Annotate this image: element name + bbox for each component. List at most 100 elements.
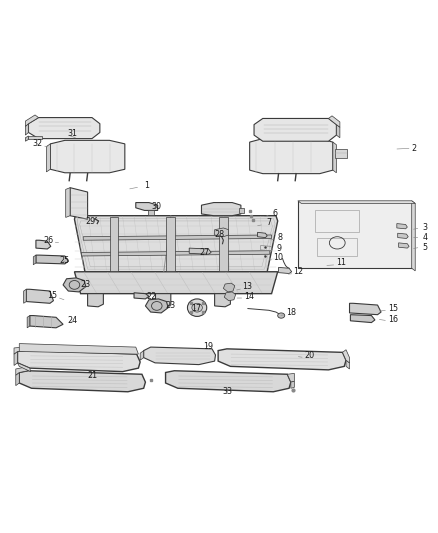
Text: 28: 28	[214, 230, 224, 239]
Polygon shape	[25, 136, 28, 141]
Polygon shape	[144, 347, 215, 365]
Polygon shape	[70, 188, 88, 219]
Polygon shape	[350, 314, 375, 322]
Polygon shape	[136, 203, 158, 211]
Polygon shape	[24, 289, 26, 303]
Text: 25: 25	[60, 256, 70, 265]
Polygon shape	[28, 118, 100, 139]
Text: 20: 20	[304, 351, 314, 360]
Polygon shape	[74, 272, 278, 294]
Polygon shape	[140, 351, 144, 360]
Text: 24: 24	[67, 316, 78, 325]
Polygon shape	[223, 283, 235, 292]
Polygon shape	[66, 188, 70, 217]
Polygon shape	[16, 367, 28, 375]
Polygon shape	[16, 373, 19, 386]
Text: 7: 7	[266, 218, 271, 227]
Text: 16: 16	[389, 314, 398, 324]
Polygon shape	[36, 240, 51, 249]
Ellipse shape	[278, 313, 285, 318]
Polygon shape	[14, 347, 26, 354]
Text: 31: 31	[67, 129, 77, 138]
Text: 23: 23	[81, 280, 91, 289]
Polygon shape	[250, 139, 333, 174]
Polygon shape	[258, 232, 267, 238]
Text: 29: 29	[85, 217, 95, 227]
Polygon shape	[88, 294, 103, 307]
Polygon shape	[33, 255, 36, 265]
Text: 11: 11	[337, 259, 346, 268]
Text: 3: 3	[422, 223, 427, 232]
Ellipse shape	[187, 299, 207, 317]
Polygon shape	[81, 251, 270, 256]
Polygon shape	[218, 349, 346, 370]
Polygon shape	[134, 293, 149, 299]
Text: 6: 6	[272, 208, 278, 217]
Polygon shape	[328, 116, 340, 127]
Text: 12: 12	[293, 267, 304, 276]
Text: 14: 14	[244, 292, 254, 301]
Text: 26: 26	[43, 236, 53, 245]
Polygon shape	[27, 316, 30, 328]
Text: 13: 13	[243, 282, 252, 291]
Polygon shape	[166, 216, 175, 271]
Polygon shape	[110, 216, 118, 271]
Polygon shape	[239, 208, 244, 213]
Polygon shape	[333, 142, 336, 173]
Polygon shape	[25, 124, 28, 135]
Polygon shape	[19, 371, 145, 392]
Polygon shape	[335, 149, 347, 158]
Polygon shape	[279, 268, 292, 273]
Polygon shape	[14, 351, 18, 366]
Polygon shape	[291, 381, 294, 388]
Polygon shape	[336, 125, 340, 138]
Text: 15: 15	[388, 304, 399, 313]
Ellipse shape	[192, 303, 202, 312]
Polygon shape	[145, 299, 168, 313]
Polygon shape	[74, 216, 278, 272]
Polygon shape	[343, 350, 350, 363]
Text: 27: 27	[199, 248, 209, 257]
Polygon shape	[398, 233, 408, 238]
Text: 32: 32	[32, 139, 43, 148]
Polygon shape	[18, 363, 31, 372]
Text: 17: 17	[191, 304, 201, 313]
Text: 4: 4	[422, 233, 427, 242]
Polygon shape	[298, 201, 412, 268]
Polygon shape	[215, 228, 229, 237]
Text: 33: 33	[223, 387, 233, 396]
Text: 5: 5	[422, 243, 427, 252]
Text: 1: 1	[144, 181, 149, 190]
Polygon shape	[298, 201, 415, 204]
Polygon shape	[219, 216, 228, 271]
Polygon shape	[25, 115, 39, 126]
Polygon shape	[26, 289, 53, 303]
Polygon shape	[148, 211, 154, 215]
Text: 18: 18	[286, 309, 296, 318]
Text: 19: 19	[203, 342, 214, 351]
Polygon shape	[224, 292, 236, 301]
Text: 10: 10	[274, 253, 283, 262]
Text: 9: 9	[276, 244, 281, 253]
Polygon shape	[30, 316, 63, 328]
Polygon shape	[397, 223, 407, 229]
Polygon shape	[254, 118, 336, 141]
Polygon shape	[399, 243, 409, 248]
Text: 2: 2	[411, 144, 417, 153]
Polygon shape	[350, 303, 381, 314]
Polygon shape	[36, 255, 68, 264]
Polygon shape	[83, 235, 272, 240]
Polygon shape	[155, 294, 171, 308]
Polygon shape	[63, 278, 86, 292]
Text: 15: 15	[47, 291, 58, 300]
Polygon shape	[215, 294, 230, 307]
Polygon shape	[50, 140, 125, 173]
Polygon shape	[287, 374, 294, 382]
Text: 21: 21	[87, 372, 97, 381]
Polygon shape	[346, 360, 350, 369]
Polygon shape	[201, 203, 241, 216]
Polygon shape	[189, 248, 211, 254]
Polygon shape	[412, 201, 415, 271]
Polygon shape	[28, 136, 42, 140]
Polygon shape	[19, 344, 138, 354]
